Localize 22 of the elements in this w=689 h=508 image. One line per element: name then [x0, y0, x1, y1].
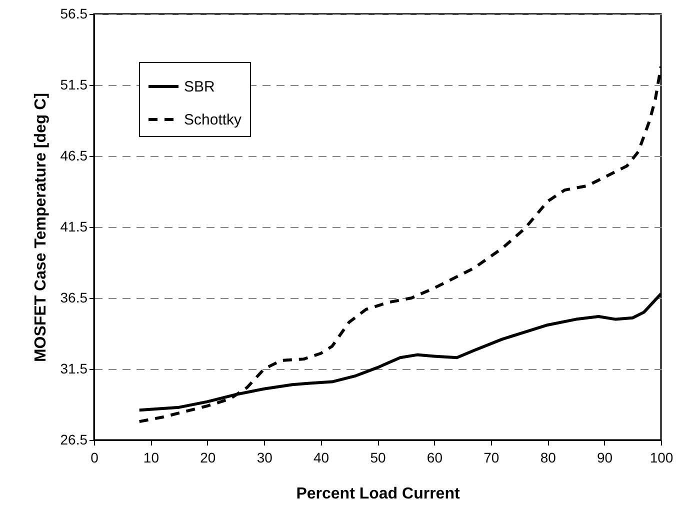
x-tick-label: 50	[370, 450, 386, 466]
legend-label: Schottky	[184, 112, 242, 128]
y-tick-label: 56.5	[60, 6, 88, 22]
y-tick-label: 51.5	[60, 76, 88, 92]
x-tick-label: 30	[256, 450, 273, 466]
x-tick-label: 80	[540, 450, 556, 466]
legend-label: SBR	[184, 78, 216, 96]
x-tick-label: 70	[484, 450, 500, 466]
x-tick-label: 20	[200, 450, 216, 466]
x-tick-label: 100	[650, 450, 674, 466]
x-tick-label: 0	[90, 450, 99, 466]
x-tick-label: 40	[314, 450, 330, 466]
x-tick-label: 10	[143, 450, 160, 466]
x-axis-title: Percent Load Current	[296, 486, 460, 502]
y-tick-label: 26.5	[60, 432, 88, 448]
x-tick-label: 60	[426, 450, 443, 466]
x-tick-label: 90	[597, 450, 613, 466]
y-tick-label: 41.5	[60, 218, 88, 234]
y-tick-label: 36.5	[60, 290, 88, 306]
y-tick-label: 46.5	[60, 148, 88, 164]
y-axis-title: MOSFET Case Temperature [deg C]	[32, 92, 50, 362]
y-tick-label: 31.5	[60, 360, 88, 376]
